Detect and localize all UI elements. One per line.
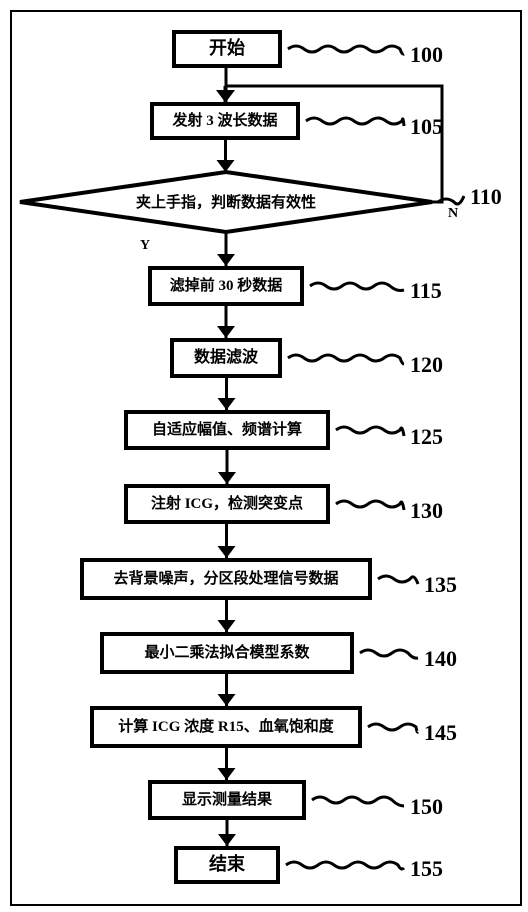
ref-label-115: 115 [410, 278, 442, 304]
node-n130: 注射 ICG，检测突变点 [124, 484, 330, 524]
ref-label-140: 140 [424, 646, 457, 672]
node-n115: 滤掉前 30 秒数据 [148, 266, 304, 306]
ref-label-110: 110 [470, 184, 502, 210]
edge-label-Y: Y [140, 238, 150, 254]
ref-label-145: 145 [424, 720, 457, 746]
ref-label-130: 130 [410, 498, 443, 524]
node-n135: 去背景噪声，分区段处理信号数据 [80, 558, 372, 600]
ref-label-155: 155 [410, 856, 443, 882]
node-n125: 自适应幅值、频谱计算 [124, 410, 330, 450]
edge-label-N: N [448, 206, 458, 222]
node-n100: 开始 [172, 30, 282, 68]
node-n150: 显示测量结果 [148, 780, 306, 820]
ref-label-135: 135 [424, 572, 457, 598]
ref-label-150: 150 [410, 794, 443, 820]
svg-text:夹上手指，判断数据有效性: 夹上手指，判断数据有效性 [136, 193, 316, 211]
node-n145: 计算 ICG 浓度 R15、血氧饱和度 [90, 706, 362, 748]
node-n120: 数据滤波 [170, 338, 282, 378]
ref-label-105: 105 [410, 114, 443, 140]
node-n105: 发射 3 波长数据 [150, 102, 300, 140]
ref-label-100: 100 [410, 42, 443, 68]
ref-label-125: 125 [410, 424, 443, 450]
node-n140: 最小二乘法拟合模型系数 [100, 632, 354, 674]
ref-label-120: 120 [410, 352, 443, 378]
node-n155: 结束 [174, 846, 280, 884]
